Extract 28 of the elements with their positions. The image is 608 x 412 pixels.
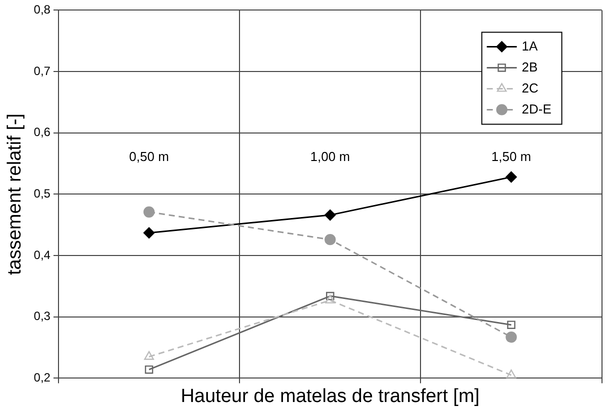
y-tick-label: 0,3 — [34, 309, 51, 324]
y-tick-label: 0,6 — [34, 125, 51, 140]
y-tick-label: 0,5 — [34, 186, 51, 201]
legend-label: 2D-E — [522, 101, 552, 116]
annotation: 1,00 m — [310, 148, 350, 164]
annotation: 1,50 m — [491, 148, 532, 164]
point — [143, 227, 155, 238]
point — [144, 365, 154, 374]
point — [144, 351, 154, 360]
x-axis-title: Hauteur de matelas de transfert [m] — [180, 386, 480, 407]
point — [506, 171, 517, 183]
y-tick-label: 0,4 — [34, 248, 51, 262]
y-tick-label: 0,8 — [34, 2, 51, 17]
annotation: 0,50 m — [129, 148, 169, 164]
legend-label: 2B — [522, 59, 538, 74]
point — [326, 292, 334, 300]
point — [506, 370, 516, 378]
point — [506, 332, 517, 343]
point — [324, 209, 336, 221]
point — [324, 234, 336, 246]
y-tick-label: 0,7 — [34, 64, 51, 78]
y-tick-label: 0,2 — [34, 370, 51, 385]
point — [325, 294, 336, 304]
y-axis-title: tassement relatif [-] — [4, 113, 26, 275]
point — [507, 320, 516, 329]
legend-label: 2C — [522, 80, 538, 96]
legend-label: 1A — [522, 38, 538, 54]
point — [143, 206, 155, 218]
